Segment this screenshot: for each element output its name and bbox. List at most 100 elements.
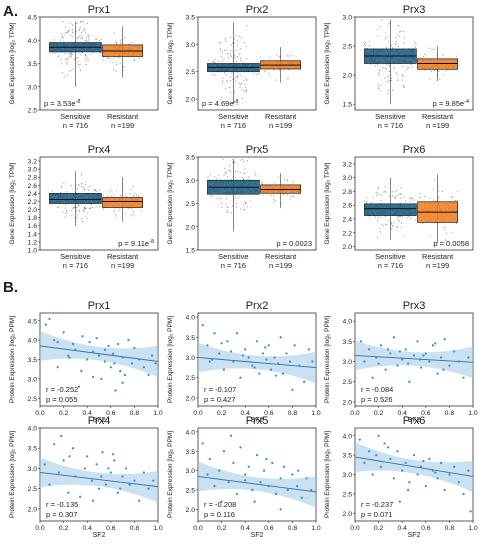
jitter-point bbox=[222, 158, 224, 160]
jitter-point bbox=[239, 73, 241, 75]
jitter-point bbox=[267, 72, 269, 74]
confidence-band bbox=[355, 340, 473, 379]
jitter-point bbox=[383, 225, 385, 227]
jitter-point bbox=[107, 57, 109, 59]
jitter-point bbox=[235, 60, 237, 63]
jitter-point bbox=[66, 63, 68, 65]
jitter-point bbox=[274, 200, 276, 202]
jitter-point bbox=[113, 57, 115, 59]
x-tick-label: 0.2 bbox=[374, 525, 384, 532]
x-tick-label: 0.2 bbox=[217, 525, 227, 532]
jitter-point bbox=[227, 211, 229, 213]
jitter-point bbox=[370, 201, 372, 203]
jitter-point bbox=[230, 76, 232, 78]
data-point bbox=[389, 352, 392, 355]
jitter-point bbox=[244, 202, 247, 205]
jitter-point bbox=[59, 39, 61, 41]
y-axis-label: Gene Expression [log₂ TPM] bbox=[9, 22, 16, 104]
jitter-point bbox=[218, 60, 220, 62]
jitter-point bbox=[81, 185, 83, 187]
jitter-point bbox=[77, 36, 79, 39]
y-tick-label: 2.6 bbox=[343, 203, 353, 210]
p-value: p = 9.85e-4 bbox=[433, 99, 469, 108]
data-point bbox=[109, 366, 112, 369]
jitter-point bbox=[400, 30, 402, 32]
jitter-point bbox=[116, 63, 118, 65]
x-tick-label: 0.0 bbox=[350, 410, 360, 417]
jitter-point bbox=[230, 171, 232, 173]
data-point bbox=[404, 348, 407, 351]
data-point bbox=[396, 364, 399, 367]
data-point bbox=[154, 362, 157, 365]
jitter-point bbox=[402, 66, 404, 68]
jitter-point bbox=[73, 206, 76, 208]
jitter-point bbox=[408, 215, 410, 217]
jitter-point bbox=[404, 200, 407, 202]
jitter-point bbox=[246, 78, 248, 80]
jitter-point bbox=[76, 22, 78, 24]
p-value: p = 9.11e-8 bbox=[118, 239, 154, 248]
jitter-point bbox=[248, 176, 250, 178]
jitter-point bbox=[79, 28, 81, 30]
jitter-point bbox=[222, 82, 224, 84]
jitter-point bbox=[85, 216, 87, 218]
jitter-point bbox=[455, 55, 457, 57]
jitter-point bbox=[386, 36, 388, 38]
data-point bbox=[389, 457, 392, 461]
jitter-point bbox=[381, 19, 383, 21]
jitter-point bbox=[400, 193, 402, 195]
jitter-point bbox=[214, 58, 216, 60]
category-label: Resistant bbox=[265, 252, 297, 261]
y-tick-label: 1.4 bbox=[28, 231, 38, 238]
x-tick-label: 0.4 bbox=[397, 525, 407, 532]
data-point bbox=[71, 447, 75, 450]
y-tick-label: 2.5 bbox=[343, 379, 353, 386]
jitter-point bbox=[244, 172, 246, 174]
data-point bbox=[277, 362, 280, 365]
y-tick-label: 2.0 bbox=[186, 507, 196, 514]
jitter-point bbox=[446, 233, 448, 235]
jitter-point bbox=[395, 43, 397, 45]
jitter-point bbox=[94, 38, 96, 40]
jitter-point bbox=[63, 34, 65, 36]
y-tick-label: 1.0 bbox=[28, 248, 38, 255]
jitter-point bbox=[424, 195, 426, 198]
data-point bbox=[95, 337, 98, 340]
data-point bbox=[138, 499, 141, 502]
jitter-point bbox=[402, 85, 404, 88]
y-tick-label: 4.5 bbox=[28, 15, 38, 22]
jitter-point bbox=[84, 182, 86, 184]
chart-title: Prx3 bbox=[403, 300, 426, 312]
jitter-point bbox=[66, 211, 68, 213]
y-tick-label: 3.5 bbox=[186, 155, 196, 162]
y-tick-label: 2.0 bbox=[186, 224, 196, 231]
jitter-point bbox=[388, 23, 391, 25]
jitter-point bbox=[228, 169, 230, 171]
jitter-point bbox=[385, 67, 387, 69]
x-tick-label: 0.4 bbox=[240, 410, 250, 417]
y-tick-label: 2.8 bbox=[28, 175, 38, 182]
data-point bbox=[407, 488, 410, 492]
jitter-point bbox=[442, 54, 444, 56]
jitter-point bbox=[67, 31, 69, 33]
data-point bbox=[48, 483, 51, 486]
data-point bbox=[247, 356, 250, 359]
jitter-point bbox=[78, 205, 80, 207]
jitter-point bbox=[253, 73, 255, 75]
jitter-point bbox=[134, 192, 136, 194]
y-tick-label: 3.0 bbox=[343, 175, 353, 182]
y-tick-label: 3.0 bbox=[343, 15, 353, 22]
jitter-point bbox=[278, 176, 280, 178]
jitter-point bbox=[224, 173, 226, 175]
jitter-point bbox=[88, 185, 91, 187]
count-label: n = 716 bbox=[378, 261, 403, 270]
box-sensitive bbox=[49, 193, 102, 204]
jitter-point bbox=[387, 76, 389, 78]
regression-line bbox=[197, 475, 317, 493]
data-point bbox=[147, 487, 150, 490]
jitter-point bbox=[86, 22, 88, 24]
jitter-point bbox=[365, 41, 367, 43]
jitter-point bbox=[397, 74, 399, 76]
data-point bbox=[208, 457, 211, 461]
jitter-point bbox=[275, 79, 277, 81]
